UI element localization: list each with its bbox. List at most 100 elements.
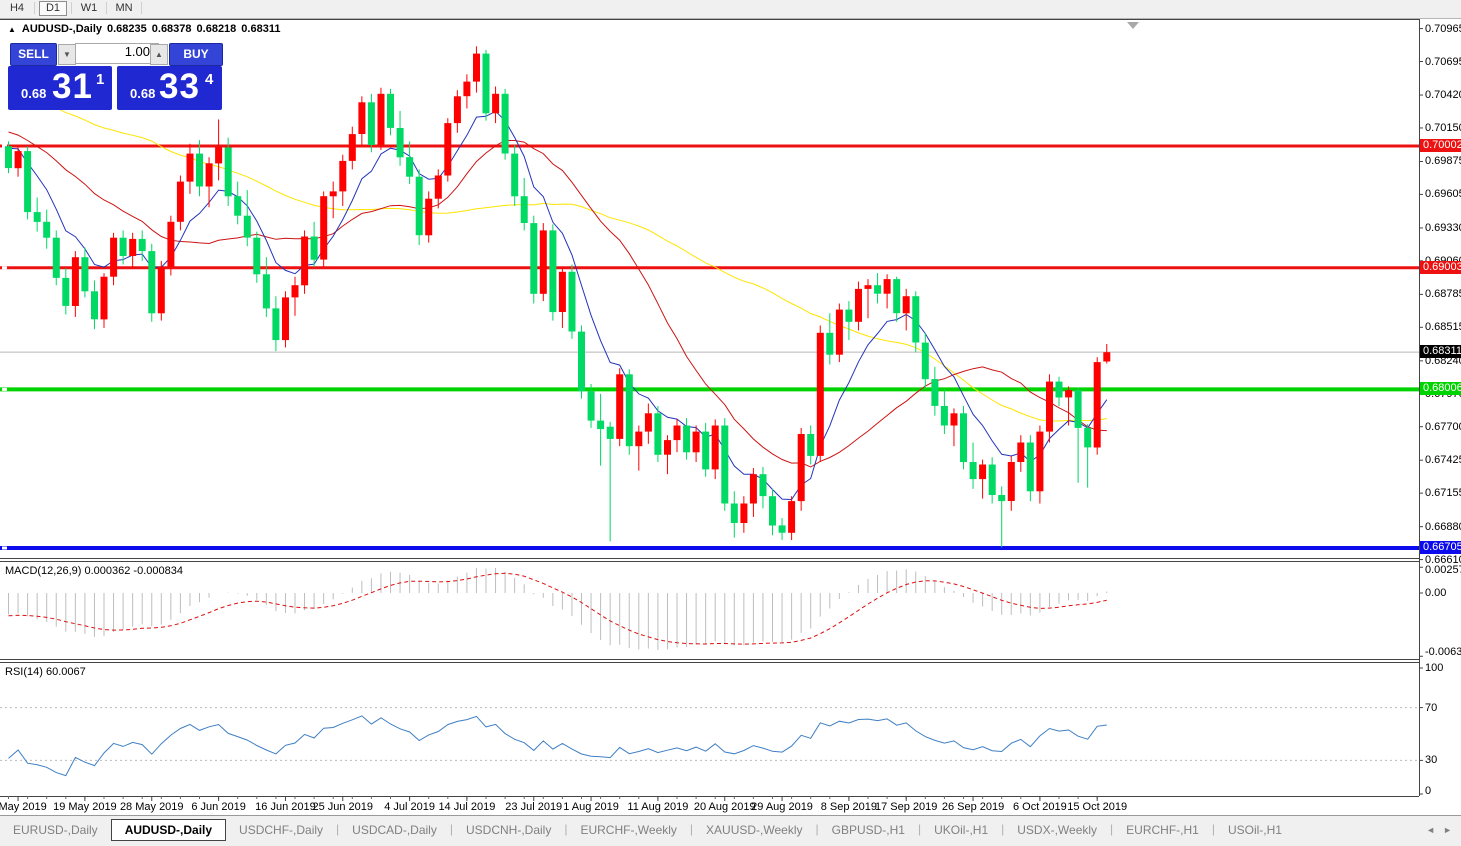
- sell-price-prefix: 0.68: [21, 86, 47, 101]
- price-axis-tick: 0.70965: [1425, 22, 1461, 35]
- toolbar-separator: [71, 2, 72, 14]
- chart-shift-marker-icon: [1127, 22, 1139, 29]
- price-axis-border: [1419, 19, 1420, 796]
- date-axis-label: 20 Aug 2019: [693, 801, 756, 813]
- price-axis-tick: 0.70420: [1425, 89, 1461, 102]
- chart-tab-usoil-h1[interactable]: USOil-,H1: [1227, 823, 1282, 837]
- price-axis-tick: 0.70695: [1425, 55, 1461, 68]
- tab-separator: |: [917, 822, 922, 836]
- date-axis-label: 6 Jun 2019: [191, 801, 246, 813]
- chart-tab-xauusd-weekly[interactable]: XAUUSD-,Weekly: [706, 823, 803, 837]
- date-axis-label: 25 Jun 2019: [312, 801, 374, 813]
- tab-scroll-left-icon[interactable]: ◄: [1426, 825, 1435, 835]
- chart-tab-usdx-weekly[interactable]: USDX-,Weekly: [1017, 823, 1098, 837]
- timeframe-button-w1[interactable]: W1: [80, 2, 98, 14]
- chart-tab-usdcad-daily[interactable]: USDCAD-,Daily: [352, 823, 437, 837]
- rsi-axis-tick: 30: [1425, 754, 1438, 767]
- date-axis-label: 26 Sep 2019: [941, 801, 1005, 813]
- chart-tab-usdchf-daily[interactable]: USDCHF-,Daily: [239, 823, 324, 837]
- chart-tab-eurchf-h1[interactable]: EURCHF-,H1: [1126, 823, 1199, 837]
- tab-separator: |: [336, 822, 340, 836]
- tab-separator: |: [689, 822, 694, 836]
- date-axis-label: 19 May 2019: [53, 801, 117, 813]
- price-axis-tick: 0.67700: [1425, 420, 1461, 433]
- buy-price-box[interactable]: 0.68 33 4: [117, 66, 222, 110]
- date-axis-label: 1 Aug 2019: [563, 801, 619, 813]
- rsi-splitter-line2: [0, 662, 1419, 663]
- tab-separator: |: [1110, 822, 1114, 836]
- date-axis-label: 4 Jul 2019: [384, 801, 435, 813]
- chart-symbol-label: AUDUSD-,Daily: [21, 23, 102, 35]
- timeframe-button-h4[interactable]: H4: [9, 2, 25, 14]
- chevron-down-icon: ▼: [63, 50, 71, 59]
- macd-axis-tick: 0.002574: [1425, 564, 1461, 576]
- chart-tab-eurchf-weekly[interactable]: EURCHF-,Weekly: [580, 823, 677, 837]
- sell-button[interactable]: SELL: [10, 43, 57, 66]
- chart-tab-eurusd-daily[interactable]: EURUSD-,Daily: [13, 823, 98, 837]
- date-axis-label: 17 Sep 2019: [874, 801, 938, 813]
- macd-axis-tick: -0.006326: [1425, 646, 1461, 658]
- bid-price-label: 0.68311: [1420, 345, 1461, 359]
- sell-price-pip: 1: [96, 71, 105, 88]
- timeframe-toolbar: H4 D1 W1 MN: [0, 0, 1461, 19]
- level-price-label: 0.66705: [1420, 541, 1461, 554]
- volume-input[interactable]: 1.00: [75, 43, 159, 64]
- price-axis-tick: 0.66880: [1425, 520, 1461, 533]
- level-price-label: 0.70002: [1420, 139, 1461, 152]
- chart-tab-usdcnh-daily[interactable]: USDCNH-,Daily: [465, 823, 552, 837]
- chart-tab-bar: ◄ ► EURUSD-,Daily AUDUSD-,Daily USDCHF-,Da…: [0, 815, 1461, 846]
- buy-price-pip: 4: [205, 71, 214, 88]
- level-price-label: 0.69003: [1420, 260, 1461, 274]
- rsi-indicator-label: RSI(14) 60.0067: [5, 666, 86, 678]
- date-axis-label: 14 Jul 2019: [438, 801, 496, 813]
- one-click-trading-panel: SELL ▼ 1.00 ▲ BUY 0.68 31 1 0.68 33 4: [8, 42, 223, 110]
- tab-scroll-right-icon[interactable]: ►: [1443, 825, 1452, 835]
- buy-price-big: 33: [159, 67, 200, 106]
- date-axis-label: 9 May 2019: [0, 801, 47, 813]
- date-axis-label: 29 Aug 2019: [751, 801, 813, 813]
- chevron-up-icon: ▲: [155, 50, 163, 59]
- macd-indicator-label: MACD(12,26,9) 0.000362 -0.000834: [5, 565, 183, 577]
- time-axis-border: [0, 796, 1419, 797]
- buy-price-prefix: 0.68: [130, 86, 156, 101]
- buy-button[interactable]: BUY: [169, 43, 223, 66]
- chart-tab-audusd-daily[interactable]: AUDUSD-,Daily: [110, 819, 227, 841]
- macd-splitter[interactable]: [0, 558, 1419, 559]
- price-axis-tick: 0.69330: [1425, 221, 1461, 234]
- tab-separator: |: [1211, 822, 1215, 836]
- price-axis-tick: 0.68515: [1425, 321, 1461, 334]
- tab-separator: |: [449, 822, 453, 836]
- chart-tab-ukoil-h1[interactable]: UKOil-,H1: [934, 823, 989, 837]
- volume-increase-button[interactable]: ▲: [150, 44, 168, 65]
- sell-price-big: 31: [52, 67, 93, 106]
- date-axis-label: 28 May 2019: [119, 801, 184, 813]
- ohlc-open: 0.68235: [107, 23, 147, 35]
- rsi-splitter[interactable]: [0, 659, 1419, 660]
- timeframe-button-d1[interactable]: D1: [39, 1, 67, 16]
- ohlc-close: 0.68311: [241, 23, 281, 35]
- chart-top-border: [0, 19, 1419, 20]
- chart-tab-gbpusd-h1[interactable]: GBPUSD-,H1: [831, 823, 905, 837]
- volume-decrease-button[interactable]: ▼: [58, 44, 76, 65]
- macd-splitter-line2: [0, 561, 1419, 562]
- ohlc-high: 0.68378: [151, 23, 192, 35]
- price-axis-tick: 0.67155: [1425, 487, 1461, 500]
- date-axis-label: 8 Sep 2019: [820, 801, 878, 813]
- expand-triangle-icon[interactable]: ▲: [8, 25, 16, 34]
- timeframe-button-mn[interactable]: MN: [115, 2, 133, 14]
- sell-price-box[interactable]: 0.68 31 1: [8, 66, 112, 110]
- price-axis-tick: 0.69605: [1425, 188, 1461, 201]
- chart-title: ▲ AUDUSD-,Daily 0.68235 0.68378 0.68218 0.683…: [8, 23, 285, 35]
- rsi-axis-tick: 70: [1425, 701, 1438, 714]
- price-axis-tick: 0.67425: [1425, 454, 1461, 467]
- price-axis-tick: 0.66610: [1425, 553, 1461, 566]
- rsi-axis-tick: 0: [1425, 785, 1432, 797]
- toolbar-separator: [106, 2, 107, 14]
- toolbar-separator: [141, 2, 142, 14]
- price-axis-tick: 0.68785: [1425, 288, 1461, 301]
- tab-separator: |: [1001, 822, 1005, 836]
- level-price-label: 0.68006: [1420, 382, 1461, 396]
- date-axis-label: 15 Oct 2019: [1067, 801, 1128, 813]
